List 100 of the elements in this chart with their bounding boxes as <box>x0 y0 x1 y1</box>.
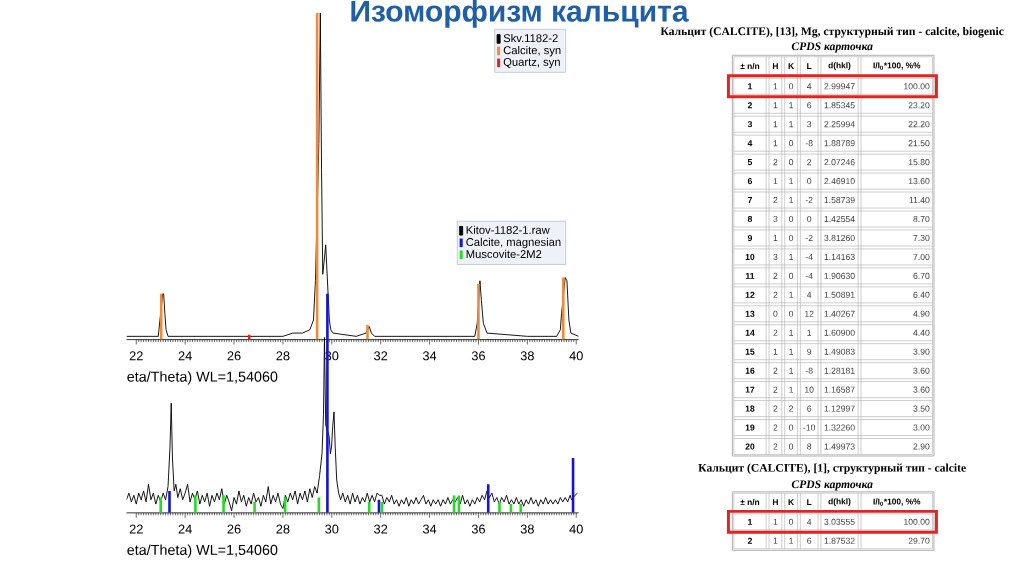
bar <box>366 325 369 340</box>
y-tick-label: 8 <box>747 216 753 223</box>
y-tick-label: 16 <box>745 367 755 374</box>
text: 100.00 <box>904 83 930 90</box>
text: 10 <box>805 386 814 393</box>
text: -4 <box>805 254 813 260</box>
bar <box>168 491 171 513</box>
text: 6 <box>807 102 812 109</box>
bar <box>253 501 256 513</box>
legend-label: Quartz, syn <box>503 58 560 69</box>
text: 4.90 <box>913 310 930 317</box>
text: 1 <box>789 537 794 544</box>
text: 0 <box>788 235 794 242</box>
x-tick-label: 34 <box>422 351 437 361</box>
text: 3.81260 <box>824 235 855 242</box>
text: 1 <box>773 348 778 355</box>
text: 1.50891 <box>824 291 855 298</box>
text: 1 <box>789 178 794 185</box>
text: 4 <box>806 83 812 90</box>
text: 1 <box>789 121 794 128</box>
text: 2 <box>773 405 778 412</box>
text: 1.12997 <box>824 405 855 412</box>
x-tick-label: 30 <box>325 524 339 534</box>
x-tick-label: 40 <box>569 351 583 361</box>
text: 6 <box>807 537 812 544</box>
y-tick-label: 10 <box>745 253 755 261</box>
text: 0 <box>807 178 812 185</box>
text: 1 <box>773 537 778 544</box>
text: 2 <box>773 386 778 393</box>
y-tick-label: 12 <box>745 291 755 298</box>
y-tick-label: 18 <box>745 405 755 412</box>
text: 0 <box>773 310 778 317</box>
text: 1.32260 <box>824 424 855 431</box>
text: 1.87532 <box>824 537 855 544</box>
x-tick-label: 24 <box>178 351 192 361</box>
text: 2.46910 <box>824 178 855 185</box>
text: 3.00 <box>913 424 930 431</box>
text: 6 <box>807 405 812 412</box>
text: 0 <box>788 83 794 90</box>
x-tick-label: d(hkl) <box>828 62 851 71</box>
x-tick-label: 26 <box>227 524 241 534</box>
x-tick-label: 24 <box>178 524 192 534</box>
text: 7.00 <box>913 253 930 261</box>
text: 1.28181 <box>824 367 855 374</box>
x-tick-label: d(hkl) <box>828 498 851 507</box>
text: 1.90630 <box>824 272 855 280</box>
text: 29.70 <box>908 537 930 544</box>
text: 1 <box>789 197 794 204</box>
text: 3.60 <box>913 386 930 393</box>
text: 1.60900 <box>824 329 855 336</box>
text: 1.14163 <box>824 253 855 261</box>
text: 2 <box>789 405 794 412</box>
text: 11.40 <box>909 197 930 204</box>
text: -2 <box>805 197 813 204</box>
x-tick-label: 22 <box>129 524 143 534</box>
x-tick-label: 28 <box>276 351 290 361</box>
text: 0 <box>788 518 794 525</box>
y-tick-label: 1 <box>748 518 753 525</box>
text: 0 <box>788 159 794 166</box>
bar <box>159 497 163 513</box>
text: 2 <box>773 197 778 204</box>
y-tick-label: 2 <box>747 102 752 109</box>
bar <box>519 504 523 513</box>
text: 0 <box>788 310 794 317</box>
text: 6.70 <box>913 272 930 280</box>
text: 1.42554 <box>824 216 855 223</box>
x-tick-label: 22 <box>129 351 143 361</box>
bar <box>561 277 565 340</box>
legend-label: Skv.1182-2 <box>503 33 558 43</box>
text: 3.90 <box>913 348 930 355</box>
text: 23.20 <box>908 102 930 109</box>
text: 1 <box>789 329 794 336</box>
text: 3.50 <box>913 405 930 412</box>
x-tick-label: I/I$_{0}$*100, %% <box>873 498 921 506</box>
text: 2 <box>773 291 778 298</box>
text: 1.49083 <box>824 348 855 355</box>
text: 13.60 <box>908 178 930 185</box>
legend-label: Calcite, syn <box>503 46 561 57</box>
y-tick-label: 13 <box>745 310 755 317</box>
text: 0 <box>788 443 794 450</box>
chart-title: Кальцит (CALCITE), [1], структурный тип - calcite <box>698 463 966 475</box>
x-tick-label: 36 <box>471 351 486 361</box>
text: 1 <box>807 329 812 336</box>
text: 1 <box>789 291 794 298</box>
y-tick-label: 2 <box>747 537 752 544</box>
text: 3.03555 <box>824 518 855 525</box>
y-tick-label: 20 <box>745 443 755 450</box>
text: 1.16587 <box>824 386 855 393</box>
chart-subtitle: CPDS карточка <box>791 42 873 53</box>
y-axis-title: ± n/n <box>740 499 760 506</box>
text: -8 <box>805 367 813 374</box>
text: 1.85345 <box>824 102 855 109</box>
bar <box>194 495 197 513</box>
text: 4.40 <box>913 329 930 336</box>
text: 0 <box>788 140 794 147</box>
y-tick-label: 7 <box>747 197 752 204</box>
text: 1 <box>773 83 778 90</box>
text: 8.70 <box>913 216 930 223</box>
text: 2.07246 <box>824 159 855 166</box>
text: 1 <box>789 367 794 374</box>
